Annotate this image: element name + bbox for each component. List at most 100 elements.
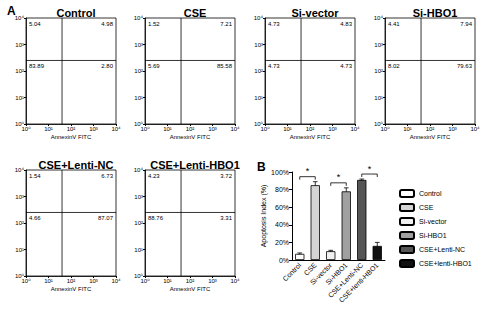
svg-text:10²: 10² [186,126,195,132]
svg-text:10¹: 10¹ [163,278,172,284]
svg-text:100%: 100% [271,169,289,176]
svg-text:CSE+lenti-HBO1: CSE+lenti-HBO1 [338,261,380,303]
svg-text:10³: 10³ [328,126,337,132]
svg-text:60%: 60% [275,204,289,211]
svg-text:4.41: 4.41 [388,21,400,27]
svg-text:10²: 10² [15,68,24,74]
svg-text:10³: 10³ [208,126,217,132]
svg-text:10¹: 10¹ [254,95,263,101]
svg-text:Si-vector: Si-vector [291,7,339,19]
svg-text:10²: 10² [186,278,195,284]
svg-text:10³: 10³ [15,42,24,48]
svg-text:10³: 10³ [15,194,24,200]
svg-text:10⁴: 10⁴ [374,15,384,21]
svg-text:B: B [257,160,266,174]
svg-text:2.80: 2.80 [101,63,113,69]
svg-text:1.54: 1.54 [29,173,41,179]
svg-text:80%: 80% [275,186,289,193]
svg-text:4.98: 4.98 [101,21,113,27]
svg-text:3.31: 3.31 [220,215,232,221]
svg-text:5.04: 5.04 [29,21,41,27]
svg-text:Si-HBO1: Si-HBO1 [419,232,447,239]
svg-text:0%: 0% [279,257,289,264]
svg-text:10⁰: 10⁰ [140,278,150,284]
svg-text:10³: 10³ [89,278,98,284]
svg-text:10²: 10² [67,126,76,132]
svg-text:4.66: 4.66 [29,215,41,221]
svg-text:10⁰: 10⁰ [140,126,150,132]
svg-text:10¹: 10¹ [134,247,143,253]
svg-text:10⁴: 10⁴ [111,126,121,132]
svg-text:10²: 10² [134,68,143,74]
svg-text:10²: 10² [15,220,24,226]
svg-text:Control: Control [56,7,95,19]
svg-text:20%: 20% [275,239,289,246]
svg-text:10³: 10³ [208,278,217,284]
svg-text:CSE+Lenti-NC: CSE+Lenti-NC [419,246,465,253]
svg-text:CSE: CSE [184,7,207,19]
svg-text:10⁴: 10⁴ [254,15,264,21]
svg-text:4.73: 4.73 [268,21,280,27]
svg-text:AnnexinV FITC: AnnexinV FITC [290,134,331,140]
svg-text:1.52: 1.52 [148,21,160,27]
svg-text:5.69: 5.69 [148,63,160,69]
svg-text:10²: 10² [306,126,315,132]
svg-text:CSE+Lenti-HBO1: CSE+Lenti-HBO1 [150,159,240,171]
svg-text:10¹: 10¹ [15,247,24,253]
svg-text:10⁴: 10⁴ [15,15,25,21]
svg-text:10⁰: 10⁰ [260,126,270,132]
svg-text:10²: 10² [254,68,263,74]
svg-text:4.73: 4.73 [268,63,280,69]
svg-text:8.02: 8.02 [388,63,400,69]
svg-text:10³: 10³ [89,126,98,132]
svg-text:10¹: 10¹ [15,95,24,101]
svg-text:10³: 10³ [254,42,263,48]
svg-text:88.76: 88.76 [148,215,164,221]
svg-text:85.58: 85.58 [217,63,233,69]
svg-text:10⁴: 10⁴ [134,167,144,173]
svg-text:10⁰: 10⁰ [21,126,31,132]
svg-text:4.83: 4.83 [340,21,352,27]
svg-text:10¹: 10¹ [44,278,53,284]
svg-text:10⁰: 10⁰ [21,278,31,284]
svg-text:AnnexinV FITC: AnnexinV FITC [51,134,92,140]
svg-text:10¹: 10¹ [403,126,412,132]
svg-text:10⁴: 10⁴ [230,278,240,284]
svg-text:*: * [306,166,310,176]
svg-text:Apoptosis Index (%): Apoptosis Index (%) [260,185,268,248]
svg-text:10⁴: 10⁴ [134,15,144,21]
svg-text:A: A [7,4,16,18]
svg-text:Si-HBO1: Si-HBO1 [413,7,458,19]
svg-text:4.23: 4.23 [148,173,160,179]
svg-text:10³: 10³ [134,194,143,200]
svg-text:CSE+lenti-HBO1: CSE+lenti-HBO1 [419,260,472,267]
svg-text:10¹: 10¹ [134,95,143,101]
svg-text:10²: 10² [67,278,76,284]
svg-text:10⁰: 10⁰ [380,126,390,132]
svg-text:10²: 10² [426,126,435,132]
svg-text:AnnexinV FITC: AnnexinV FITC [170,134,211,140]
svg-text:*: * [368,164,372,174]
svg-text:4.73: 4.73 [340,63,352,69]
svg-text:83.89: 83.89 [29,63,45,69]
svg-text:Control: Control [281,261,302,282]
svg-text:10⁴: 10⁴ [470,126,480,132]
svg-text:10¹: 10¹ [283,126,292,132]
svg-text:10³: 10³ [374,42,383,48]
svg-text:3.72: 3.72 [220,173,232,179]
svg-text:*: * [337,172,341,182]
svg-text:AnnexinV FITC: AnnexinV FITC [170,286,211,292]
svg-text:10⁴: 10⁴ [230,126,240,132]
svg-text:87.07: 87.07 [98,215,114,221]
svg-text:10²: 10² [134,220,143,226]
svg-text:CSE: CSE [419,204,434,211]
svg-text:10¹: 10¹ [44,126,53,132]
svg-text:10⁴: 10⁴ [350,126,360,132]
svg-text:AnnexinV FITC: AnnexinV FITC [410,134,451,140]
svg-text:10³: 10³ [448,126,457,132]
svg-text:10¹: 10¹ [163,126,172,132]
svg-text:Si-vector: Si-vector [419,218,447,225]
svg-text:10¹: 10¹ [374,95,383,101]
svg-text:CSE+Lenti-NC: CSE+Lenti-NC [39,159,114,171]
svg-text:7.94: 7.94 [460,21,472,27]
